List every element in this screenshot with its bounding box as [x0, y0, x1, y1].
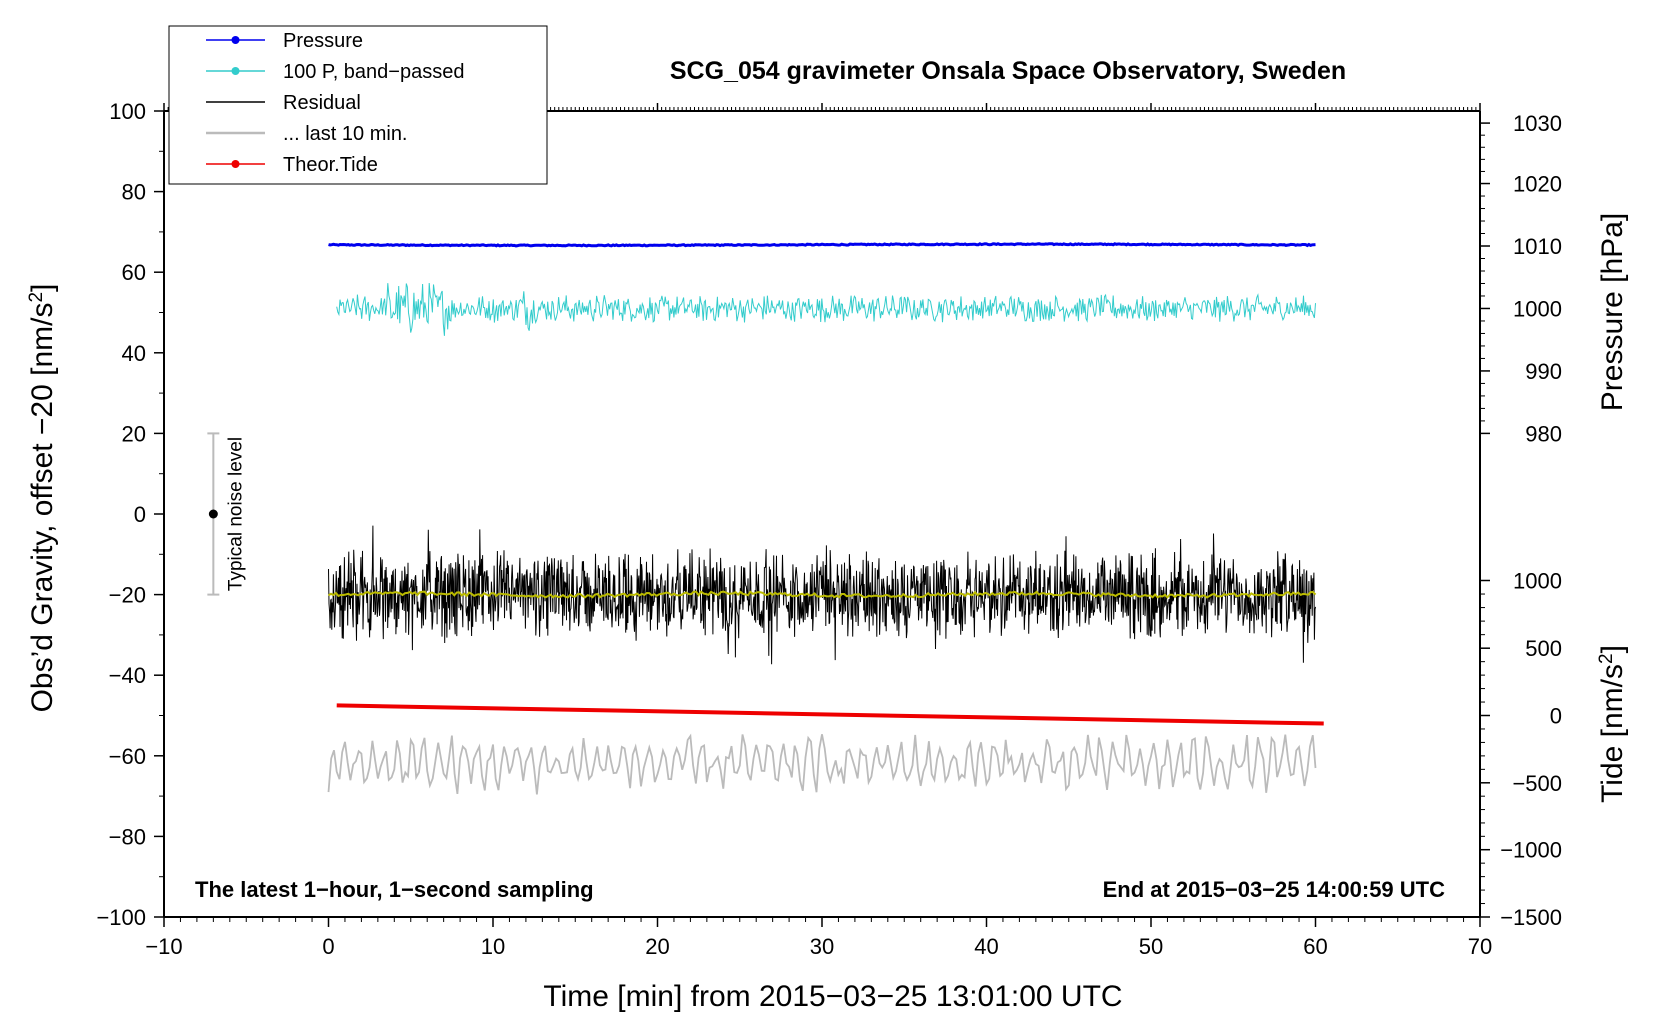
footer-left: The latest 1−hour, 1−second sampling	[195, 877, 594, 902]
x-axis-label: Time [min] from 2015−03−25 13:01:00 UTC	[543, 980, 1122, 1013]
y-left-tick-label: −40	[109, 663, 146, 688]
y-left-tick-label: −60	[109, 744, 146, 769]
pressure-axis-tick-label: 1020	[1513, 172, 1562, 197]
x-tick-label: 10	[481, 934, 505, 959]
legend-label-2: Residual	[283, 92, 361, 114]
series-pressure-bandpassed	[336, 282, 1316, 336]
x-tick-label: 50	[1139, 934, 1163, 959]
noise-bar-center-dot	[208, 509, 218, 519]
x-tick-label: 40	[974, 934, 998, 959]
y-left-tick-label: 40	[122, 341, 146, 366]
noise-bar: Typical noise level	[207, 432, 246, 596]
legend-box	[168, 25, 548, 185]
legend: Pressure 100 P, band−passed Residual ... la…	[168, 25, 548, 185]
x-tick-label: 20	[645, 934, 669, 959]
y-left-label-main: Obs’d Gravity, offset −20 [nm/s	[26, 303, 59, 713]
legend-label-3: ... last 10 min.	[283, 123, 408, 145]
y-left-tick-label: −20	[109, 583, 146, 608]
y-left-tick-label: −80	[109, 824, 146, 849]
y-left-tick-label: 60	[122, 260, 146, 285]
legend-label-0: Pressure	[283, 30, 363, 52]
y-left-tick-label: 0	[134, 502, 146, 527]
y-axis-label-left: Obs’d Gravity, offset −20 [nm/s2]	[26, 284, 59, 713]
tide-label-main: Tide [nm/s	[1596, 664, 1629, 803]
noise-bar-label: Typical noise level	[225, 437, 246, 591]
legend-items: Pressure 100 P, band−passed Residual ... la…	[206, 30, 464, 176]
pressure-axis-tick-label: 1010	[1513, 234, 1562, 259]
legend-label-1: 100 P, band−passed	[283, 61, 464, 83]
legend-label-4: Theor.Tide	[283, 154, 378, 176]
x-tick-label: 70	[1468, 934, 1492, 959]
tide-axis-tick-label: −1500	[1500, 905, 1562, 930]
y-axis-label-pressure: Pressure [hPa]	[1596, 213, 1629, 411]
footer-right: End at 2015−03−25 14:00:59 UTC	[1103, 877, 1446, 902]
pressure-axis-tick-label: 990	[1525, 359, 1562, 384]
tide-axis-tick-label: 500	[1525, 636, 1562, 661]
pressure-axis-tick-label: 1000	[1513, 296, 1562, 321]
pressure-axis-tick-label: 1030	[1513, 111, 1562, 136]
x-tick-label: 60	[1303, 934, 1327, 959]
y-left-tick-label: 100	[109, 99, 146, 124]
y-left-label-close: ]	[26, 284, 59, 292]
series-pressure	[328, 242, 1316, 248]
legend-marker-1	[231, 67, 240, 75]
series-theoretical-tide	[336, 703, 1324, 726]
y-left-tick-label: 20	[122, 421, 146, 446]
tide-label-close: ]	[1596, 645, 1629, 653]
tide-axis-tick-label: −500	[1512, 771, 1562, 796]
x-tick-label: 0	[322, 934, 334, 959]
tide-label-sup: 2	[1596, 653, 1617, 664]
series-last-10-min	[327, 733, 1317, 795]
axes-layer: −10 0 10 20 30 40 50 60 70100806040200−20−40−60−…	[96, 99, 1562, 959]
y-left-label-sup: 2	[26, 292, 47, 303]
y-axis-label-tide: Tide [nm/s2]	[1596, 645, 1629, 803]
legend-marker-0	[231, 36, 240, 44]
pressure-axis-tick-label: 980	[1525, 421, 1562, 446]
chart-title: SCG_054 gravimeter Onsala Space Observat…	[670, 57, 1346, 85]
tide-axis-tick-label: 0	[1550, 704, 1562, 729]
series-layer	[327, 242, 1324, 795]
series-residual-smoothed	[327, 590, 1317, 599]
x-tick-label: −10	[145, 934, 182, 959]
series-residual	[328, 525, 1316, 665]
legend-marker-4	[231, 160, 240, 168]
y-left-tick-label: 80	[122, 180, 146, 205]
tide-axis-tick-label: −1000	[1500, 838, 1562, 863]
y-left-tick-label: −100	[96, 905, 146, 930]
x-tick-label: 30	[810, 934, 834, 959]
tide-axis-tick-label: 1000	[1513, 568, 1562, 593]
